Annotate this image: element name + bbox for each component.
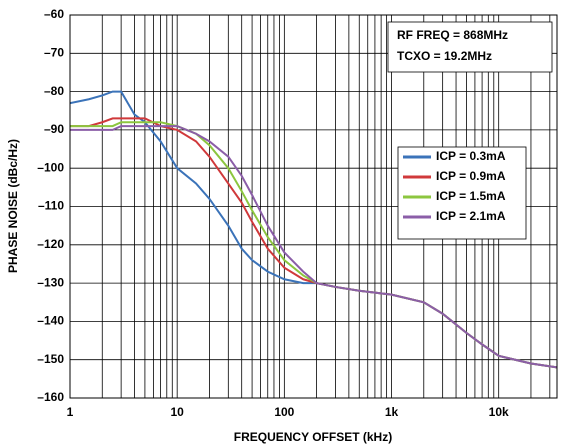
legend-label: ICP = 1.5mA (436, 189, 506, 203)
y-tick-label: –160 (37, 390, 64, 404)
y-tick-label: –150 (37, 352, 64, 366)
legend-box (397, 146, 527, 240)
y-axis-label: PHASE NOISE (dBc/Hz) (6, 139, 20, 273)
y-tick-label: –70 (44, 45, 64, 59)
annotation: RF FREQ = 868MHz (397, 28, 508, 42)
x-axis-label: FREQUENCY OFFSET (kHz) (234, 430, 392, 444)
y-tick-label: –110 (38, 199, 64, 213)
y-tick-label: –140 (37, 314, 64, 328)
y-tick-label: –80 (44, 84, 64, 98)
series-line (70, 125, 557, 369)
y-tick-label: –120 (37, 237, 64, 251)
annotation-box (387, 21, 553, 73)
annotation: TCXO = 19.2MHz (397, 49, 492, 63)
x-tick-label: 100 (274, 405, 294, 419)
legend-label: ICP = 0.3mA (436, 149, 506, 163)
plot-frame (69, 14, 558, 399)
y-tick-label: –60 (44, 7, 64, 21)
y-tick-label: –90 (44, 122, 64, 136)
x-tick-label: 10k (489, 405, 509, 419)
y-tick-label: –130 (37, 275, 64, 289)
legend-label: ICP = 0.9mA (436, 169, 506, 183)
x-tick-label: 10 (170, 405, 184, 419)
x-tick-label: 1k (385, 405, 399, 419)
x-tick-label: 1 (67, 405, 74, 419)
y-tick-label: –100 (37, 160, 64, 174)
legend-label: ICP = 2.1mA (436, 209, 506, 223)
